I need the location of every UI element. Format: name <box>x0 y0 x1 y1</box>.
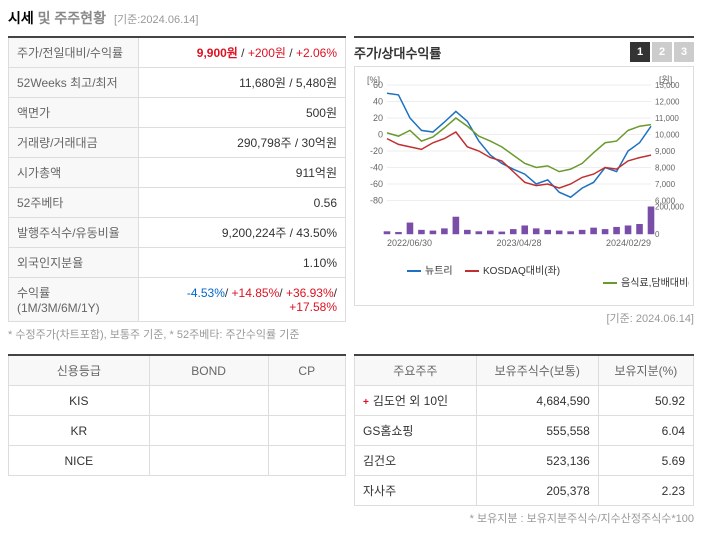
chart-area: [%][원]6040200-20-40-60-8013,00012,00011,… <box>354 66 694 306</box>
table-row: 김건오523,1365.69 <box>355 446 694 476</box>
svg-text:-20: -20 <box>370 146 383 156</box>
svg-text:2022/06/30: 2022/06/30 <box>387 238 432 248</box>
svg-text:12,000: 12,000 <box>655 98 680 107</box>
header-date: [기준:2024.06.14] <box>114 11 198 27</box>
credit-col: BOND <box>149 355 268 386</box>
shareholder-footnote: * 보유지분 : 보유지분주식수/지수산정주식수*100 <box>354 506 694 530</box>
info-label: 거래량/거래대금 <box>9 128 139 158</box>
chart-tab-3[interactable]: 3 <box>674 42 694 62</box>
credit-col: CP <box>268 355 345 386</box>
table-row: NICE <box>9 446 346 476</box>
page-title: 시세 및 주주현황 <box>8 8 106 28</box>
info-table: 주가/전일대비/수익률9,900원 / +200원 / +2.06%52Week… <box>8 36 346 322</box>
svg-text:40: 40 <box>373 97 383 107</box>
table-row: 자사주205,3782.23 <box>355 476 694 506</box>
svg-text:200,000: 200,000 <box>655 203 684 212</box>
svg-text:2024/02/29: 2024/02/29 <box>606 238 651 248</box>
expand-icon[interactable]: + <box>363 397 369 408</box>
info-value: 0.56 <box>139 188 346 218</box>
info-value: 9,200,224주 / 43.50% <box>139 218 346 248</box>
sh-col: 보유주식수(보통) <box>476 355 598 386</box>
chart-svg: [%][원]6040200-20-40-60-8013,00012,00011,… <box>359 71 689 301</box>
info-label: 시가총액 <box>9 158 139 188</box>
svg-text:7,000: 7,000 <box>655 180 676 189</box>
table-row: GS홈쇼핑555,5586.04 <box>355 416 694 446</box>
svg-text:뉴트리: 뉴트리 <box>425 265 453 277</box>
svg-text:9,000: 9,000 <box>655 147 676 156</box>
svg-text:10,000: 10,000 <box>655 131 680 140</box>
sh-col: 보유지분(%) <box>598 355 693 386</box>
credit-table: 신용등급BONDCP KISKRNICE <box>8 354 346 476</box>
svg-text:0: 0 <box>655 230 660 239</box>
info-value: 911억원 <box>139 158 346 188</box>
chart-title: 주가/상대수익률 <box>354 43 441 62</box>
svg-text:-80: -80 <box>370 196 383 206</box>
credit-col: 신용등급 <box>9 355 150 386</box>
info-value: 9,900원 / +200원 / +2.06% <box>139 37 346 68</box>
svg-text:0: 0 <box>378 130 383 140</box>
svg-text:8,000: 8,000 <box>655 164 676 173</box>
info-label: 액면가 <box>9 98 139 128</box>
svg-text:KOSDAQ대비(좌): KOSDAQ대비(좌) <box>483 265 560 277</box>
table-row: KR <box>9 416 346 446</box>
svg-text:13,000: 13,000 <box>655 81 680 90</box>
chart-tab-1[interactable]: 1 <box>630 42 650 62</box>
shareholder-table: 주요주주보유주식수(보통)보유지분(%) +김도언 외 10인4,684,590… <box>354 354 694 506</box>
info-value: 290,798주 / 30억원 <box>139 128 346 158</box>
info-label: 수익률 (1M/3M/6M/1Y) <box>9 278 139 322</box>
svg-text:60: 60 <box>373 80 383 90</box>
info-label: 52Weeks 최고/최저 <box>9 68 139 98</box>
svg-text:-40: -40 <box>370 163 383 173</box>
info-label: 주가/전일대비/수익률 <box>9 37 139 68</box>
table-row: KIS <box>9 386 346 416</box>
info-footnote: * 수정주가(차트포함), 보통주 기준, * 52주베타: 주간수익률 기준 <box>8 322 346 346</box>
page-header: 시세 및 주주현황 [기준:2024.06.14] <box>8 8 694 28</box>
info-label: 외국인지분율 <box>9 248 139 278</box>
svg-text:-60: -60 <box>370 179 383 189</box>
info-value: 1.10% <box>139 248 346 278</box>
table-row: +김도언 외 10인4,684,59050.92 <box>355 386 694 416</box>
sh-col: 주요주주 <box>355 355 477 386</box>
chart-tab-2[interactable]: 2 <box>652 42 672 62</box>
chart-footer-date: [기준: 2024.06.14] <box>354 306 694 330</box>
info-label: 52주베타 <box>9 188 139 218</box>
svg-text:20: 20 <box>373 113 383 123</box>
info-value: 11,680원 / 5,480원 <box>139 68 346 98</box>
chart-tab-group: 123 <box>630 42 694 62</box>
info-label: 발행주식수/유동비율 <box>9 218 139 248</box>
svg-text:음식료,담배대비(좌): 음식료,담배대비(좌) <box>621 277 689 289</box>
svg-text:2023/04/28: 2023/04/28 <box>496 238 541 248</box>
info-value: 500원 <box>139 98 346 128</box>
info-value: -4.53%/ +14.85%/ +36.93%/ +17.58% <box>139 278 346 322</box>
svg-text:11,000: 11,000 <box>655 114 679 123</box>
